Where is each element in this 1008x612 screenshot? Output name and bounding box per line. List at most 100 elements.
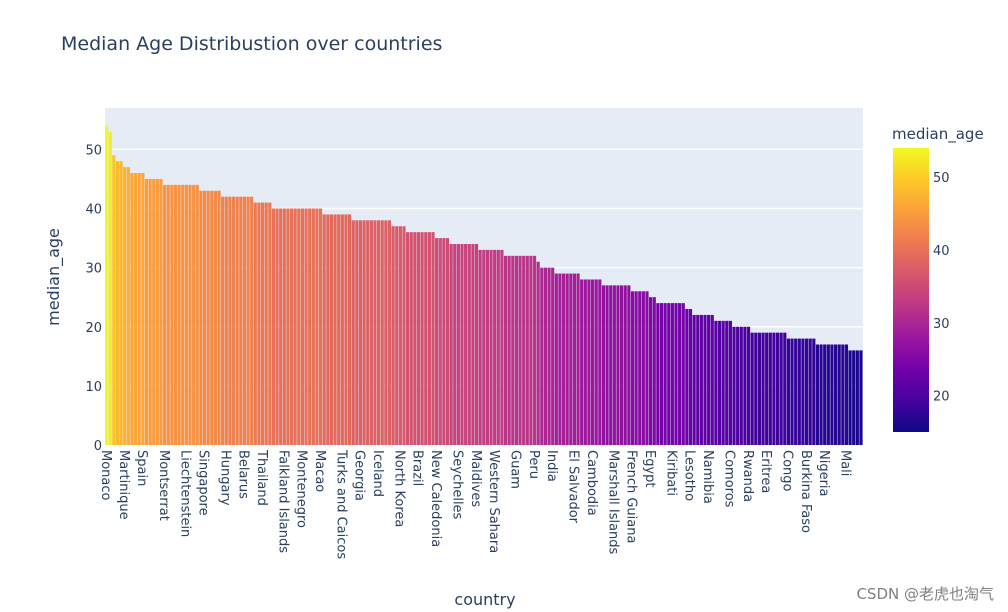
bar [406, 232, 410, 445]
bar [377, 220, 381, 445]
bar [384, 220, 388, 445]
bar [449, 243, 453, 445]
bar [300, 208, 305, 445]
x-tick-label: El Salvador [566, 450, 581, 524]
bar [580, 279, 584, 445]
x-tick-label: Liechtenstein [178, 450, 193, 537]
bar [620, 285, 624, 445]
bar [779, 332, 783, 445]
bar [445, 238, 450, 445]
bar [699, 314, 703, 445]
bar [543, 267, 548, 445]
bar [678, 303, 682, 445]
bar [830, 344, 834, 445]
bar [402, 226, 406, 445]
colorbar-tick-label: 50 [933, 171, 950, 186]
y-tick-label: 0 [94, 439, 102, 454]
x-tick-label: Comoros [722, 450, 737, 508]
bar [438, 238, 442, 445]
bar [652, 297, 656, 445]
x-tick-label: Belarus [236, 450, 251, 499]
bar [123, 167, 127, 445]
bar [155, 178, 159, 445]
bar [601, 285, 606, 445]
bar [456, 243, 460, 445]
bar [163, 184, 167, 446]
bar [195, 184, 199, 446]
bar [206, 190, 210, 445]
y-tick-label: 40 [85, 203, 102, 218]
bar [268, 202, 272, 445]
bar [213, 190, 217, 445]
bar [794, 338, 798, 445]
bar [221, 196, 225, 445]
bar [318, 208, 323, 445]
y-axis-title: median_age [44, 228, 64, 326]
bar [536, 261, 540, 445]
bar [728, 320, 732, 445]
x-tick-label: Turks and Caicos [334, 449, 349, 559]
bar [166, 184, 170, 446]
x-tick-labels: Monaco Martinique Spain Montserrat Liechtens… [98, 449, 853, 559]
x-tick-label: Montenegro [294, 450, 309, 528]
bar [474, 243, 479, 445]
bar [464, 243, 468, 445]
bar [743, 326, 747, 445]
bar [630, 291, 635, 445]
x-tick-label: Egypt [642, 450, 657, 488]
bar [326, 214, 330, 445]
y-tick-label: 30 [85, 262, 102, 277]
bar [126, 167, 130, 445]
bar [173, 184, 178, 446]
bar [373, 220, 377, 445]
x-tick-label: Singapore [196, 450, 211, 516]
bar [112, 155, 116, 446]
bar [431, 232, 435, 445]
bar [511, 255, 515, 445]
bar [554, 273, 558, 445]
bar [852, 350, 856, 445]
bar [815, 344, 820, 445]
bar [395, 226, 399, 445]
bar [184, 184, 188, 446]
x-tick-label: Namibia [700, 450, 715, 504]
x-tick-label: Cambodia [584, 450, 599, 516]
bar [765, 332, 769, 445]
bar [507, 255, 511, 445]
bar [355, 220, 359, 445]
y-tick-label: 20 [85, 321, 102, 336]
y-tick-label: 10 [85, 380, 102, 395]
bar [271, 208, 276, 445]
bar [380, 220, 384, 445]
bar [841, 344, 845, 445]
bar [344, 214, 348, 445]
bar [786, 338, 791, 445]
x-tick-label: Martinique [116, 450, 131, 520]
x-tick-label: Macao [312, 450, 327, 492]
bar [503, 255, 508, 445]
bar [638, 291, 642, 445]
bar [159, 178, 163, 445]
x-tick-label: Monaco [98, 450, 113, 501]
bar [819, 344, 823, 445]
bar [736, 326, 740, 445]
bar [210, 190, 214, 445]
bar [848, 350, 852, 445]
bar [362, 220, 366, 445]
x-tick-label: Lesotho [682, 450, 697, 501]
x-tick-label: Montserrat [156, 450, 171, 521]
bar [264, 202, 268, 445]
bar [231, 196, 236, 445]
bar [289, 208, 294, 445]
bar [609, 285, 613, 445]
bar [282, 208, 286, 445]
bar [496, 249, 500, 445]
bar [239, 196, 243, 445]
bar [340, 214, 344, 445]
x-tick-label: Eritrea [758, 450, 773, 493]
bar [540, 267, 544, 445]
bar [202, 190, 207, 445]
bar [518, 255, 522, 445]
x-tick-label: Hungary [218, 450, 233, 506]
bar [435, 238, 439, 445]
